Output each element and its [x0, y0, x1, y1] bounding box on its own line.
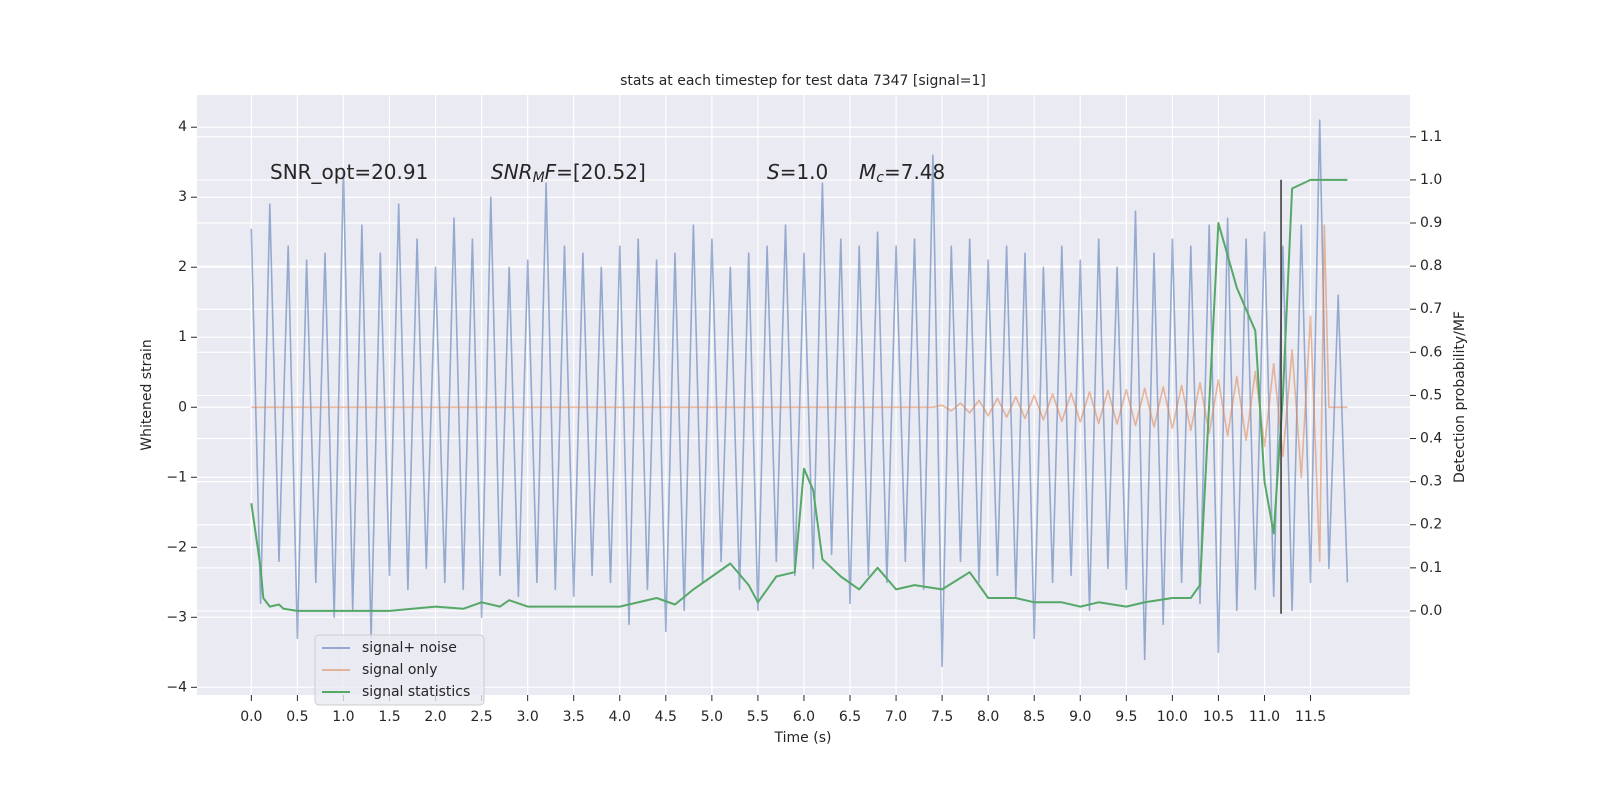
x-tick-label: 2.5 [470, 709, 492, 725]
y2-axis-label: Detection probability/MF [1452, 311, 1468, 483]
x-tick-label: 8.5 [1023, 709, 1045, 725]
legend-label: signal statistics [362, 684, 470, 700]
chart-title: stats at each timestep for test data 734… [620, 73, 986, 89]
legend: signal+ noise signal only signal statistic… [314, 634, 485, 706]
annotation-part: M [859, 160, 876, 184]
legend-label: signal+ noise [362, 640, 457, 656]
legend-label: signal only [362, 662, 437, 678]
x-tick-label: 7.0 [885, 709, 907, 725]
x-tick-label: 10.5 [1203, 709, 1234, 725]
x-tick-label: 4.5 [655, 709, 677, 725]
y2-tick-label: 0.5 [1420, 387, 1442, 403]
annotation-part: S [767, 160, 780, 184]
x-tick-label: 9.0 [1069, 709, 1091, 725]
x-tick-label: 5.0 [701, 709, 723, 725]
y2-tick-label: 0.2 [1420, 517, 1442, 533]
y2-tick-label: 0.4 [1420, 431, 1442, 447]
annotation-part: =1.0 [780, 160, 829, 184]
y2-tick-label: 0.8 [1420, 258, 1442, 274]
annotation-part: F [545, 160, 557, 184]
x-tick-label: 0.5 [286, 709, 308, 725]
x-tick-label: 2.0 [424, 709, 446, 725]
y-tick-label: −4 [166, 679, 187, 695]
y-tick-label: −2 [166, 539, 187, 555]
x-tick-label: 6.5 [839, 709, 861, 725]
annotation: SNRMF=[20.52] [491, 160, 646, 187]
y-tick-label: 2 [178, 259, 187, 275]
y-tick-label: −1 [166, 469, 187, 485]
x-tick-label: 11.0 [1249, 709, 1280, 725]
series-line [251, 224, 1348, 563]
x-tick-label: 5.5 [747, 709, 769, 725]
x-tick-label: 8.0 [977, 709, 999, 725]
y2-tick-label: 0.7 [1420, 301, 1442, 317]
y-axis-label: Whitened strain [139, 339, 155, 450]
x-tick-label: 3.0 [517, 709, 539, 725]
annotation: SNR_opt=20.91 [270, 160, 428, 184]
y2-tick-label: 0.0 [1420, 603, 1442, 619]
x-tick-label: 11.5 [1295, 709, 1326, 725]
y-tick-label: 3 [178, 189, 187, 205]
annotation: Mc=7.48 [859, 160, 945, 187]
series-line [250, 178, 1348, 612]
x-tick-label: 4.0 [609, 709, 631, 725]
annotation-part: c [876, 170, 884, 186]
x-tick-label: 6.0 [793, 709, 815, 725]
annotation-part: =7.48 [884, 160, 945, 184]
annotation: S=1.0 [767, 160, 828, 184]
series-line [250, 119, 1349, 668]
annotation-part: M [533, 170, 545, 186]
legend-box [314, 634, 485, 706]
x-axis-label: Time (s) [774, 730, 832, 746]
y-tick-label: 1 [178, 329, 187, 345]
y2-tick-label: 0.9 [1420, 215, 1442, 231]
annotation-part: SNR [491, 160, 533, 184]
y-tick-label: −3 [166, 609, 187, 625]
x-tick-label: 1.5 [378, 709, 400, 725]
y2-tick-label: 1.1 [1420, 129, 1442, 145]
y2-tick-label: 0.6 [1420, 344, 1442, 360]
x-tick-label: 9.5 [1115, 709, 1137, 725]
x-tick-label: 10.0 [1157, 709, 1188, 725]
y2-tick-label: 0.1 [1420, 560, 1442, 576]
x-tick-label: 3.5 [563, 709, 585, 725]
x-tick-label: 1.0 [332, 709, 354, 725]
x-tick-label: 0.0 [240, 709, 262, 725]
y2-tick-label: 1.0 [1420, 172, 1442, 188]
y-tick-label: 4 [178, 119, 187, 135]
x-tick-label: 7.5 [931, 709, 953, 725]
annotation-part: SNR_opt=20.91 [270, 160, 428, 184]
annotation-part: =[20.52] [556, 160, 646, 184]
y-tick-label: 0 [178, 399, 187, 415]
y2-tick-label: 0.3 [1420, 474, 1442, 490]
